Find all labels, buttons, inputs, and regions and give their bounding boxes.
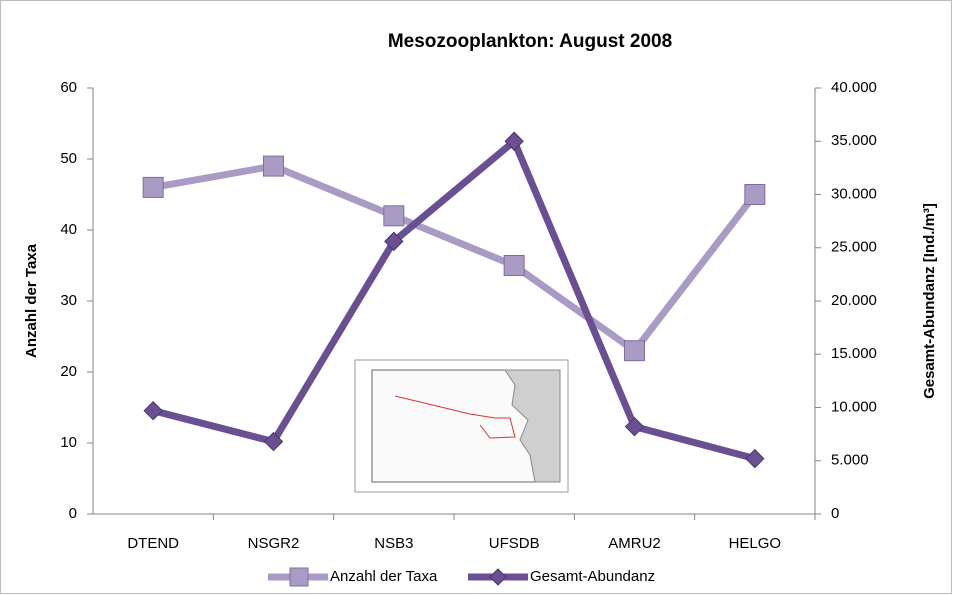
diamond-marker xyxy=(263,431,284,452)
y2-tick-label: 5.000 xyxy=(831,452,869,469)
square-marker xyxy=(142,176,164,198)
chart-title: Mesozooplankton: August 2008 xyxy=(388,31,672,52)
y-tick-label: 40 xyxy=(60,221,77,238)
x-tick-label: HELGO xyxy=(729,535,782,552)
square-marker xyxy=(383,205,405,227)
y2-tick-label: 0 xyxy=(831,505,839,522)
diamond-marker xyxy=(143,400,163,421)
y2-tick-label: 10.000 xyxy=(831,398,877,415)
y2-tick-label: 15.000 xyxy=(831,345,877,362)
legend-label: Gesamt-Abundanz xyxy=(530,568,655,585)
legend-marker xyxy=(489,568,507,586)
y-tick-label: 60 xyxy=(60,79,77,96)
square-marker xyxy=(263,155,284,177)
y2-tick-label: 25.000 xyxy=(831,239,877,256)
legend-label: Anzahl der Taxa xyxy=(330,568,438,585)
square-marker xyxy=(624,340,645,362)
y2-axis-label: Gesamt-Abundanz [Ind./m³] xyxy=(921,203,938,399)
x-tick-label: NSB3 xyxy=(374,535,413,552)
y-tick-label: 20 xyxy=(60,363,77,380)
diamond-marker xyxy=(384,231,404,252)
y-tick-label: 30 xyxy=(60,292,77,309)
x-tick-label: NSGR2 xyxy=(248,535,300,552)
x-tick-label: DTEND xyxy=(127,535,179,552)
diamond-marker xyxy=(624,416,645,437)
series-line xyxy=(152,162,758,355)
inset-land xyxy=(504,369,561,483)
y-axis-label: Anzahl der Taxa xyxy=(23,243,40,358)
y2-tick-label: 30.000 xyxy=(831,185,877,202)
diamond-marker xyxy=(504,131,524,151)
inset-map xyxy=(354,359,569,493)
y-tick-label: 0 xyxy=(69,505,77,522)
square-marker xyxy=(503,255,525,276)
diamond-marker xyxy=(745,448,765,469)
y2-tick-label: 20.000 xyxy=(831,292,877,309)
x-tick-label: UFSDB xyxy=(489,535,540,552)
x-tick-label: AMRU2 xyxy=(608,535,661,552)
y2-tick-label: 35.000 xyxy=(831,132,877,149)
y-tick-label: 50 xyxy=(60,150,77,167)
square-marker xyxy=(744,184,766,205)
series-line xyxy=(152,137,756,463)
inset-route xyxy=(394,395,516,439)
y-tick-label: 10 xyxy=(60,434,77,451)
legend-marker xyxy=(289,567,309,587)
y2-tick-label: 40.000 xyxy=(831,79,877,96)
